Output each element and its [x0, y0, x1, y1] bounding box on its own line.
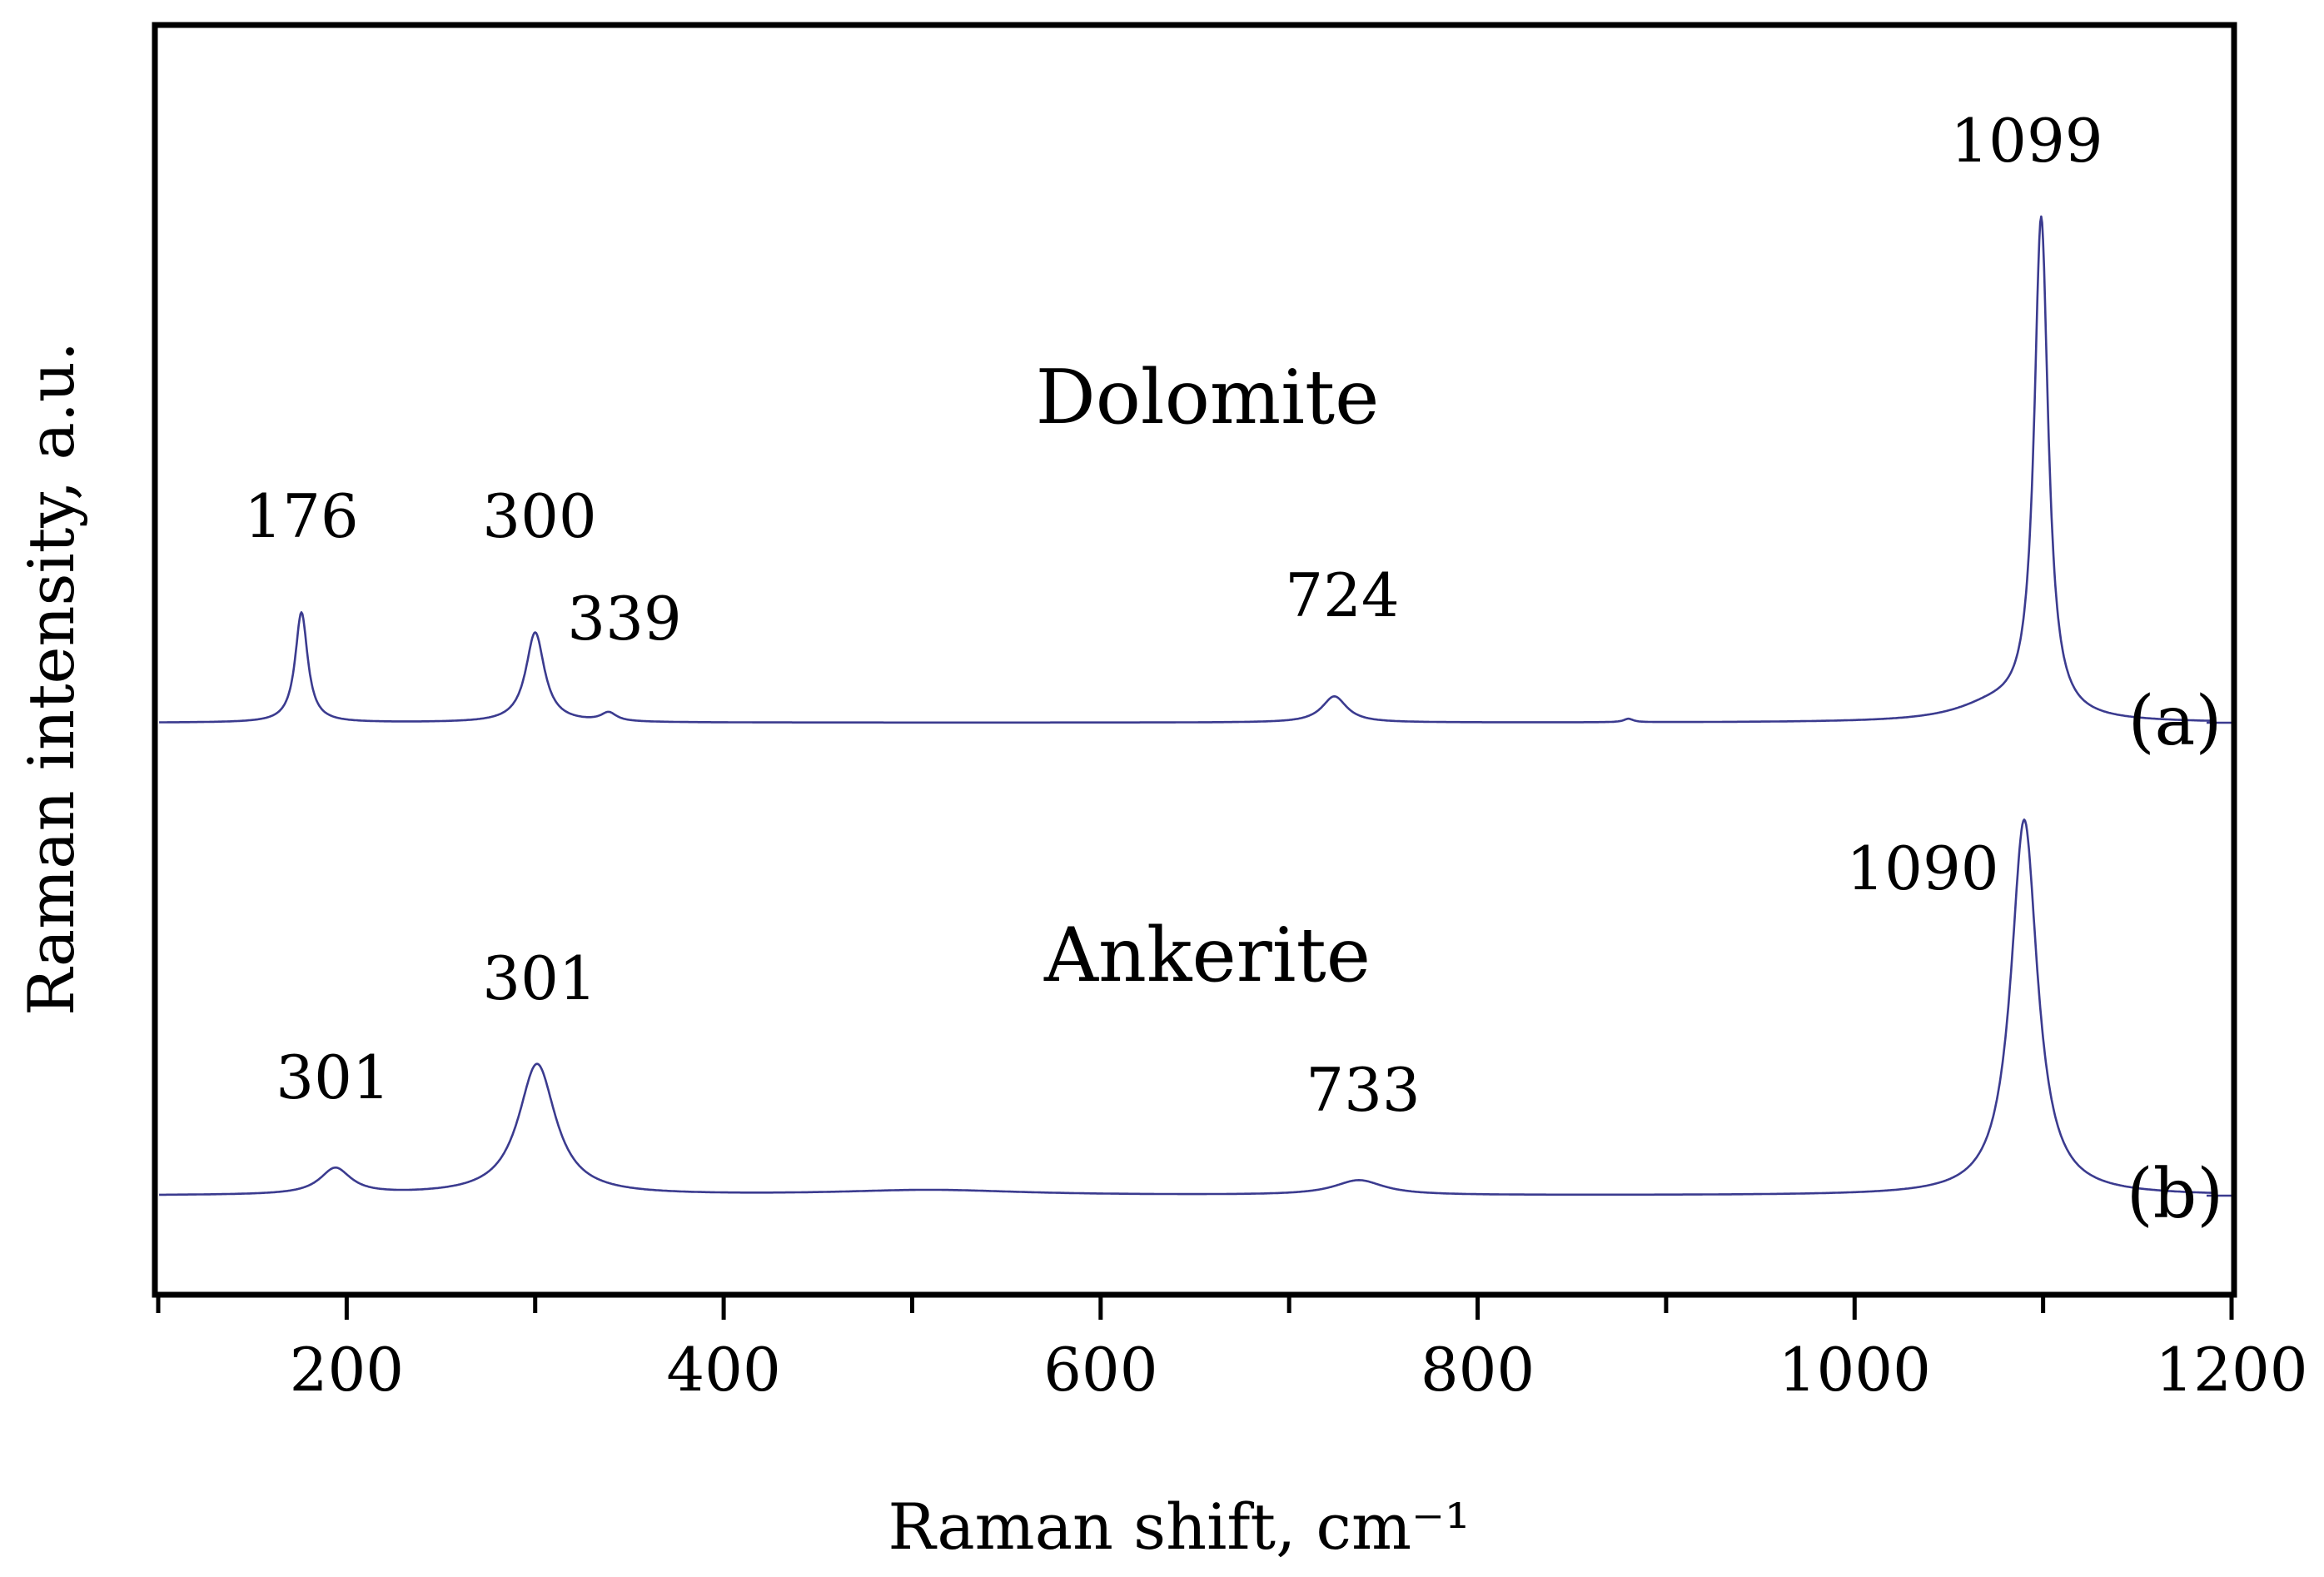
spectrum-line-a: [159, 215, 2213, 724]
x-axis-label: Raman shift, cm⁻¹: [888, 1490, 1470, 1564]
x-tick-label: 400: [666, 1335, 780, 1405]
x-tick-label: 600: [1043, 1335, 1157, 1405]
mineral-name-annotation: Ankerite: [1043, 912, 1371, 999]
series-label: (a): [2128, 682, 2222, 761]
series-label: (b): [2127, 1155, 2223, 1234]
peak-label: 300: [482, 481, 596, 551]
spectrum-line-b: [159, 818, 2213, 1196]
peak-label: 301: [482, 943, 596, 1013]
x-tick-label: 1200: [2155, 1335, 2307, 1405]
peak-label: 724: [1285, 560, 1399, 630]
x-tick-label: 800: [1421, 1335, 1535, 1405]
annotation-layer: (a) (b) Dolomite Ankerite 176 300 339 724 1099 30…: [244, 106, 2223, 1234]
peak-label: 1099: [1950, 106, 2103, 176]
peak-label: 339: [567, 584, 681, 654]
peak-label: 1090: [1846, 833, 1998, 903]
plot-frame: [152, 22, 2237, 1298]
peak-label: 301: [276, 1042, 390, 1112]
x-tick-label: 1000: [1779, 1335, 1931, 1405]
series-layer: [159, 215, 2234, 1197]
mineral-name-annotation: Dolomite: [1036, 354, 1380, 441]
y-axis-label: Raman intensity, a.u.: [14, 341, 88, 1016]
peak-label: 733: [1306, 1055, 1420, 1125]
tick-layer: 200 400 600 800 1000 1200: [156, 1293, 2308, 1405]
peak-label: 176: [244, 481, 358, 551]
x-tick-label: 200: [290, 1335, 404, 1405]
